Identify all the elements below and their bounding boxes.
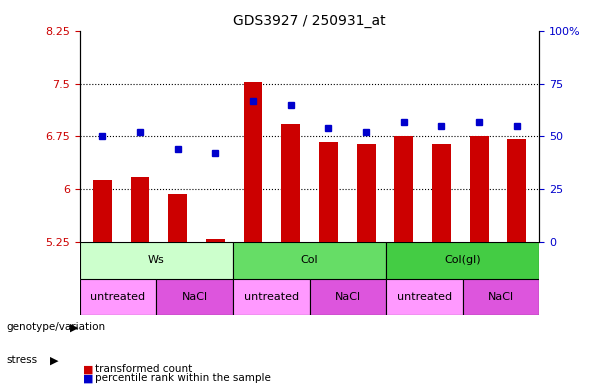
Text: stress: stress (6, 355, 37, 365)
Text: Col(gl): Col(gl) (444, 255, 481, 265)
Bar (394, 136, 413, 242)
Text: ▶: ▶ (70, 322, 78, 332)
Text: NaCl: NaCl (335, 292, 361, 302)
Text: genotype/variation: genotype/variation (6, 322, 105, 332)
Bar (80, 242, 233, 278)
Text: NaCl: NaCl (181, 292, 208, 302)
Text: NaCl: NaCl (488, 292, 514, 302)
Text: ▶: ▶ (50, 355, 59, 365)
Text: Ws: Ws (148, 255, 165, 265)
Bar (281, 124, 300, 242)
Bar (168, 194, 187, 242)
Bar (386, 242, 539, 278)
Text: untreated: untreated (397, 292, 452, 302)
Text: ■: ■ (83, 364, 93, 374)
Bar (131, 177, 150, 242)
Bar (206, 239, 225, 242)
Text: ■: ■ (83, 373, 93, 383)
Bar (233, 278, 310, 315)
Bar (233, 242, 386, 278)
Bar (470, 136, 489, 242)
Bar (80, 278, 156, 315)
Bar (243, 82, 262, 242)
Text: untreated: untreated (244, 292, 299, 302)
Text: percentile rank within the sample: percentile rank within the sample (95, 373, 271, 383)
Text: Col: Col (301, 255, 318, 265)
Text: transformed count: transformed count (95, 364, 192, 374)
Title: GDS3927 / 250931_at: GDS3927 / 250931_at (234, 14, 386, 28)
Bar (156, 278, 233, 315)
Bar (357, 144, 376, 242)
Text: untreated: untreated (91, 292, 145, 302)
Bar (319, 142, 338, 242)
Bar (93, 180, 112, 242)
Bar (310, 278, 386, 315)
Bar (432, 144, 451, 242)
Bar (386, 278, 463, 315)
Bar (463, 278, 539, 315)
Bar (508, 139, 526, 242)
